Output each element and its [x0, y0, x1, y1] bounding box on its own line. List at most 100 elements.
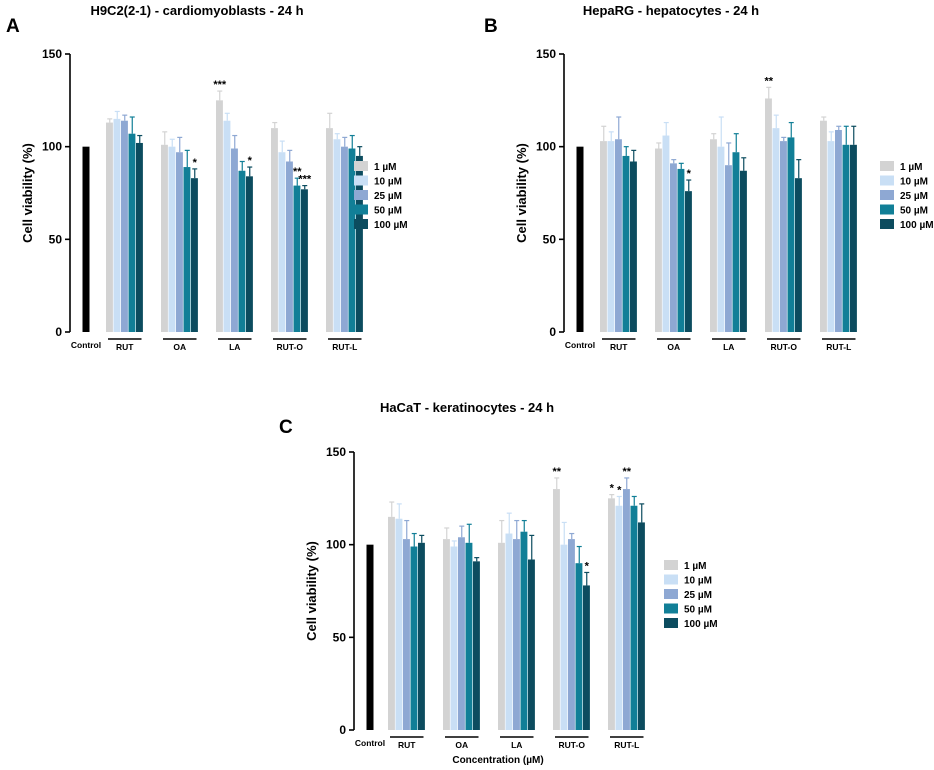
y-tick-label: 150 — [536, 47, 556, 61]
bar — [513, 539, 520, 730]
bar — [271, 128, 278, 332]
y-tick-label: 150 — [42, 47, 62, 61]
bar — [725, 165, 732, 332]
legend-label: 50 µM — [900, 206, 928, 217]
bar — [191, 178, 198, 332]
bar — [520, 531, 528, 730]
bar — [293, 185, 301, 332]
bar — [623, 489, 630, 730]
x-axis-label: Concentration (µM) — [452, 755, 543, 766]
bar — [128, 133, 136, 332]
bar — [820, 120, 827, 332]
bar — [348, 148, 356, 332]
bar — [827, 141, 835, 332]
chart-title: H9C2(2-1) - cardiomyoblasts - 24 h — [90, 3, 303, 18]
legend-label: 100 µM — [374, 220, 408, 231]
chart-title: HaCaT - keratinocytes - 24 h — [380, 400, 554, 415]
bar — [395, 518, 403, 730]
y-tick-label: 0 — [549, 325, 556, 339]
bar — [333, 139, 341, 332]
y-tick-label: 100 — [42, 140, 62, 154]
bar — [575, 563, 583, 730]
legend-label: 1 µM — [374, 162, 396, 173]
legend-label: 10 µM — [684, 576, 712, 587]
bar — [835, 129, 842, 332]
chart-title: HepaRG - hepatocytes - 24 h — [583, 3, 759, 18]
x-tick-label-control: Control — [71, 340, 101, 350]
significance-marker: *** — [213, 79, 227, 91]
bar — [246, 176, 253, 332]
significance-marker: * — [617, 484, 622, 496]
bar — [560, 544, 568, 730]
bar — [388, 516, 395, 730]
legend-label: 1 µM — [684, 561, 706, 572]
legend-swatch — [664, 574, 678, 585]
significance-marker: *** — [298, 174, 312, 186]
bar — [326, 128, 333, 332]
y-tick-label: 0 — [55, 325, 62, 339]
bar — [717, 146, 725, 332]
y-tick-label: 50 — [333, 630, 347, 644]
bar — [341, 146, 348, 332]
x-tick-label-group: OA — [667, 342, 680, 352]
legend-label: 10 µM — [374, 177, 402, 188]
bar — [787, 137, 795, 332]
significance-marker: * — [193, 157, 198, 169]
bar — [795, 178, 802, 332]
bar — [765, 98, 772, 332]
bar — [465, 542, 473, 730]
bar — [356, 155, 363, 332]
bar — [630, 505, 638, 730]
bar — [528, 559, 535, 730]
bar — [600, 141, 607, 332]
legend-label: 10 µM — [900, 177, 928, 188]
bar-control — [576, 146, 584, 332]
bar — [161, 144, 168, 332]
y-tick-label: 150 — [326, 445, 346, 459]
significance-marker: * — [687, 168, 692, 180]
bar — [238, 170, 246, 332]
bar — [670, 163, 677, 332]
panel-letter: B — [484, 16, 498, 37]
bar — [121, 120, 128, 332]
bar — [443, 539, 450, 730]
bar — [183, 167, 191, 332]
legend-label: 50 µM — [684, 605, 712, 616]
y-axis-label: Cell viability (%) — [20, 143, 35, 243]
x-tick-label-group: RUT-O — [771, 342, 798, 352]
significance-marker: ** — [764, 75, 773, 87]
bar — [615, 139, 622, 332]
bar — [583, 585, 590, 730]
legend-label: 100 µM — [684, 619, 718, 630]
bar — [176, 152, 183, 332]
bar — [655, 148, 662, 332]
y-axis-label: Cell viability (%) — [514, 143, 529, 243]
legend-swatch — [880, 190, 894, 200]
legend-label: 1 µM — [900, 162, 922, 173]
x-tick-label-group: LA — [723, 342, 734, 352]
x-tick-label-group: LA — [229, 342, 240, 352]
chart-panel-c: C HaCaT - keratinocytes - 24 h 0 50 100 150 Ce… — [279, 400, 718, 766]
bar — [732, 152, 740, 332]
bar — [278, 152, 286, 332]
x-tick-label-control: Control — [565, 340, 595, 350]
bar — [638, 522, 645, 730]
bar — [216, 100, 223, 332]
bar — [286, 161, 293, 332]
bar — [301, 189, 308, 332]
bar — [850, 144, 857, 332]
bar-control — [366, 544, 374, 730]
legend-swatch — [664, 589, 678, 599]
y-tick-label: 100 — [326, 538, 346, 552]
bar — [622, 155, 630, 332]
significance-marker: ** — [293, 166, 302, 178]
legend-swatch — [880, 175, 894, 186]
bar — [106, 122, 113, 332]
legend-swatch — [354, 219, 368, 229]
panel-letter: A — [6, 16, 20, 37]
bar — [740, 170, 747, 332]
chart-panel-b: B HepaRG - hepatocytes - 24 h 0 50 100 150 Cel… — [484, 3, 934, 352]
bar — [498, 542, 505, 730]
legend-swatch — [354, 190, 368, 200]
